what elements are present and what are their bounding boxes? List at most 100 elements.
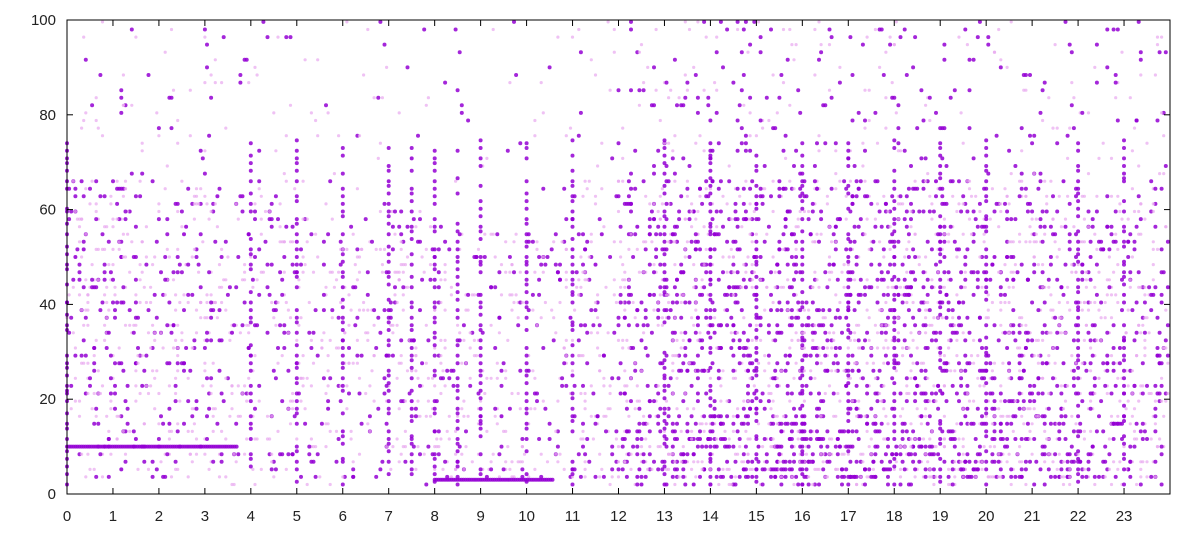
scatter-point bbox=[595, 414, 600, 419]
scatter-point bbox=[280, 240, 284, 244]
scatter-point bbox=[695, 315, 700, 320]
scatter-point bbox=[1132, 239, 1137, 244]
scatter-point bbox=[113, 285, 117, 289]
scatter-point bbox=[662, 429, 667, 433]
scatter-point bbox=[647, 452, 652, 457]
scatter-point bbox=[723, 292, 727, 297]
scatter-point bbox=[798, 110, 803, 115]
scatter-point bbox=[752, 384, 756, 388]
scatter-point bbox=[251, 467, 255, 471]
scatter-point bbox=[813, 27, 817, 32]
scatter-point bbox=[865, 330, 870, 335]
scatter-point bbox=[378, 141, 382, 145]
scatter-point bbox=[980, 346, 984, 350]
scatter-point bbox=[623, 285, 627, 289]
scatter-point bbox=[698, 194, 702, 198]
scatter-point bbox=[904, 399, 909, 404]
scatter-point bbox=[616, 376, 621, 381]
scatter-point bbox=[811, 338, 815, 342]
scatter-point bbox=[708, 459, 713, 464]
scatter-point bbox=[443, 278, 447, 282]
scatter-point bbox=[140, 354, 144, 358]
scatter-point bbox=[896, 217, 901, 221]
scatter-point bbox=[789, 421, 794, 426]
scatter-point bbox=[1032, 383, 1037, 388]
scatter-point bbox=[94, 338, 98, 342]
scatter-point bbox=[861, 460, 865, 464]
scatter-point bbox=[612, 50, 616, 54]
scatter-point bbox=[363, 217, 368, 222]
scatter-point bbox=[69, 383, 74, 388]
scatter-point bbox=[729, 315, 734, 320]
scatter-point bbox=[998, 65, 1003, 70]
scatter-point bbox=[694, 217, 698, 221]
scatter-point bbox=[716, 376, 721, 381]
scatter-point bbox=[656, 224, 661, 229]
scatter-point bbox=[284, 179, 288, 183]
scatter-point bbox=[445, 429, 449, 433]
scatter-point bbox=[715, 35, 719, 39]
scatter-point bbox=[1059, 467, 1064, 472]
scatter-point bbox=[619, 255, 623, 259]
scatter-point bbox=[202, 346, 207, 350]
scatter-point bbox=[792, 452, 796, 457]
scatter-point bbox=[1051, 232, 1055, 237]
scatter-point bbox=[647, 399, 652, 404]
scatter-point bbox=[1134, 330, 1139, 335]
scatter-point bbox=[324, 422, 328, 426]
scatter-point bbox=[1130, 414, 1134, 418]
scatter-point bbox=[767, 422, 771, 426]
scatter-point bbox=[245, 437, 249, 441]
scatter-point bbox=[854, 255, 859, 259]
scatter-point bbox=[652, 270, 656, 275]
scatter-point bbox=[888, 247, 892, 251]
scatter-point bbox=[422, 452, 426, 456]
scatter-point bbox=[92, 467, 96, 471]
scatter-point bbox=[1138, 429, 1143, 434]
scatter-point bbox=[94, 285, 99, 290]
scatter-point bbox=[798, 406, 803, 411]
scatter-point bbox=[664, 437, 669, 441]
scatter-point bbox=[1032, 437, 1037, 441]
scatter-point bbox=[679, 262, 684, 267]
scatter-point bbox=[1164, 225, 1168, 229]
scatter-point bbox=[961, 475, 965, 479]
scatter-point bbox=[647, 262, 652, 267]
scatter-point bbox=[977, 452, 982, 457]
scatter-point bbox=[265, 414, 270, 418]
scatter-point bbox=[693, 73, 698, 77]
scatter-point bbox=[917, 331, 921, 335]
scatter-point bbox=[1041, 263, 1045, 267]
scatter-point bbox=[1165, 323, 1170, 328]
scatter-point bbox=[583, 460, 587, 464]
scatter-point bbox=[950, 467, 955, 472]
scatter-point bbox=[253, 255, 257, 259]
scatter-point bbox=[1013, 338, 1018, 343]
scatter-point bbox=[623, 460, 627, 464]
scatter-point bbox=[906, 255, 911, 259]
scatter-point bbox=[128, 323, 132, 327]
scatter-point bbox=[924, 331, 928, 335]
scatter-point bbox=[626, 300, 631, 305]
scatter-point bbox=[647, 292, 652, 297]
scatter-point bbox=[658, 262, 663, 267]
scatter-point bbox=[927, 414, 932, 419]
scatter-point bbox=[863, 285, 867, 290]
scatter-point bbox=[1041, 376, 1045, 380]
scatter-point bbox=[649, 330, 654, 335]
scatter-point bbox=[639, 474, 644, 479]
scatter-point bbox=[188, 452, 192, 456]
scatter-point bbox=[1024, 194, 1028, 198]
scatter-point bbox=[578, 474, 583, 479]
scatter-point bbox=[967, 187, 972, 191]
scatter-point bbox=[691, 482, 696, 487]
scatter-point bbox=[1055, 467, 1059, 471]
scatter-point bbox=[783, 353, 788, 358]
scatter-point bbox=[299, 316, 303, 320]
scatter-point bbox=[243, 452, 247, 456]
scatter-point bbox=[965, 406, 970, 411]
scatter-point bbox=[397, 224, 402, 229]
scatter-point bbox=[121, 103, 125, 107]
scatter-point bbox=[1084, 285, 1088, 289]
scatter-point bbox=[1114, 96, 1118, 100]
